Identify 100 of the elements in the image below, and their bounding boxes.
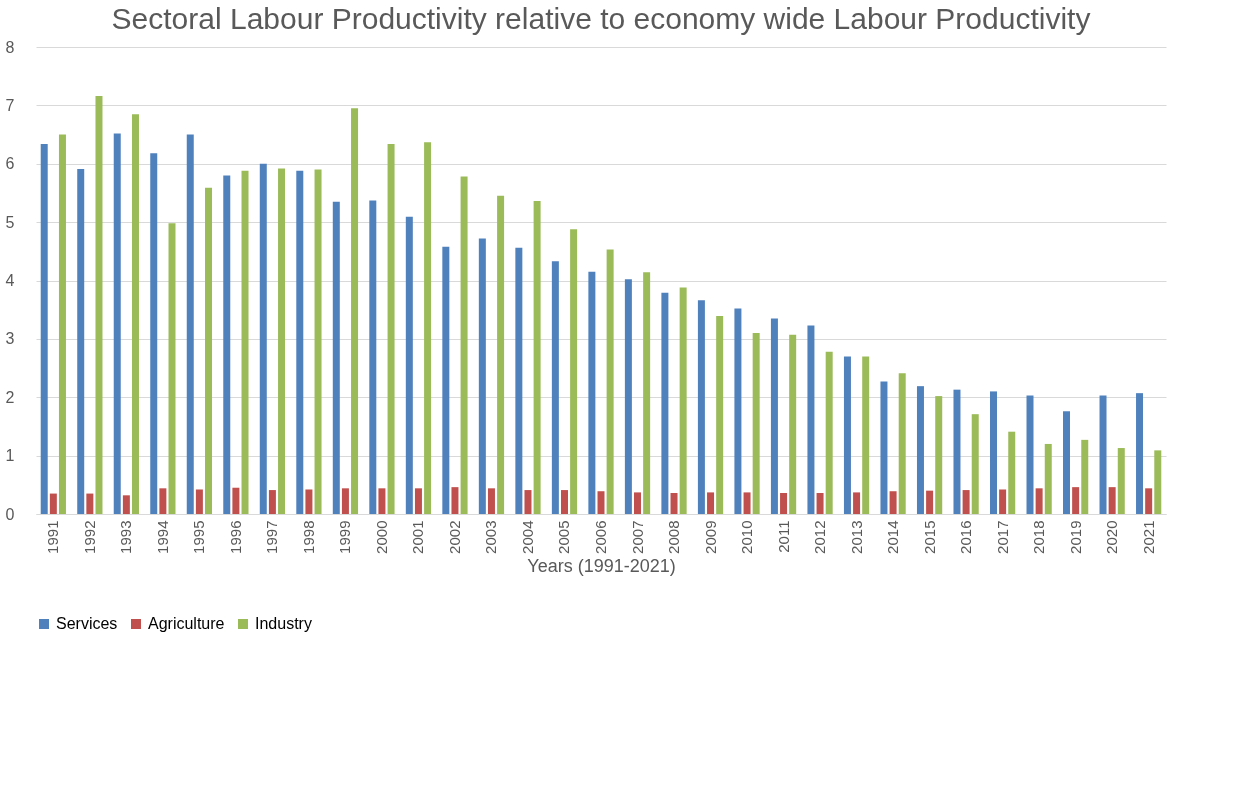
bar: [77, 169, 85, 514]
bar: [1008, 431, 1016, 514]
x-tick-label: 2000: [372, 520, 390, 554]
bar: [843, 356, 851, 514]
bar: [168, 223, 176, 514]
bar: [241, 170, 249, 514]
bar: [533, 201, 541, 514]
x-tick-label: 1996: [226, 520, 244, 554]
bar: [460, 176, 468, 514]
bar: [880, 381, 888, 514]
y-tick-label: 3: [5, 330, 15, 348]
bar: [716, 316, 724, 514]
bar: [606, 249, 614, 514]
x-tick-label: 2021: [1139, 520, 1157, 554]
x-tick-label: 2005: [555, 520, 573, 554]
x-tick-label: 1998: [299, 520, 317, 554]
bar: [58, 134, 66, 514]
bar: [734, 308, 742, 514]
x-tick-label: 1993: [117, 520, 135, 554]
bar: [962, 490, 970, 514]
x-tick-label: 2007: [628, 520, 646, 554]
bar: [1108, 487, 1116, 514]
bar: [414, 488, 422, 514]
bar: [205, 187, 213, 514]
x-tick-label: 2017: [993, 520, 1011, 554]
legend-label: Industry: [255, 615, 312, 632]
y-tick-label: 1: [5, 447, 15, 465]
x-tick-label: 2013: [847, 520, 865, 554]
bar: [624, 279, 632, 514]
x-tick-label: 2016: [957, 520, 975, 554]
y-tick-label: 2: [5, 388, 15, 406]
chart-title: Sectoral Labour Productivity relative to economy wide Labour Productivity: [111, 2, 1091, 35]
bar: [478, 238, 486, 514]
legend-label: Services: [56, 615, 118, 632]
x-tick-label: 1999: [336, 520, 354, 554]
bar: [1117, 448, 1125, 514]
bar: [588, 271, 596, 514]
bar: [524, 490, 532, 514]
bar: [113, 133, 121, 514]
bar: [268, 490, 276, 514]
bar: [560, 490, 568, 514]
bar: [49, 493, 57, 514]
x-tick-label: 1997: [263, 520, 281, 554]
y-tick-label: 5: [5, 213, 15, 231]
bar: [186, 134, 194, 514]
bar: [643, 272, 651, 514]
bar: [971, 414, 979, 514]
bar: [497, 195, 505, 514]
bar: [1026, 395, 1034, 514]
x-tick-label: 1992: [80, 520, 98, 554]
bar: [1099, 395, 1107, 514]
bar: [351, 108, 359, 514]
x-tick-label: 2009: [701, 520, 719, 554]
bar: [679, 287, 687, 514]
bar: [515, 247, 523, 514]
y-tick-label: 6: [5, 155, 15, 173]
bar: [378, 488, 386, 514]
x-tick-label: 2002: [445, 520, 463, 554]
bar: [1145, 488, 1153, 514]
bar: [670, 492, 678, 514]
bar: [697, 300, 705, 514]
bar: [661, 292, 669, 514]
bar: [387, 143, 395, 514]
bar: [442, 246, 450, 514]
bar: [743, 492, 751, 514]
bar: [570, 229, 578, 514]
bar: [807, 325, 815, 514]
bar: [989, 391, 997, 514]
x-tick-label: 2014: [884, 520, 902, 554]
bar: [259, 163, 267, 514]
y-tick-label: 7: [5, 96, 15, 114]
bar: [369, 200, 377, 514]
x-tick-label: 2019: [1066, 520, 1084, 554]
bar: [770, 318, 778, 514]
x-tick-label: 2001: [409, 520, 427, 554]
bar: [1044, 443, 1052, 514]
bar: [597, 491, 605, 514]
bar: [86, 493, 94, 514]
bar: [195, 489, 203, 514]
bar: [1081, 439, 1089, 514]
bar: [926, 490, 934, 514]
bar: [825, 351, 833, 514]
x-tick-label: 2018: [1030, 520, 1048, 554]
bar: [1154, 450, 1162, 514]
bar: [816, 492, 824, 514]
bar: [1136, 393, 1144, 514]
bar: [935, 396, 943, 514]
bar: [862, 356, 870, 514]
bar: [707, 492, 715, 514]
bar: [223, 175, 231, 514]
x-tick-label: 2008: [665, 520, 683, 554]
bar: [341, 488, 349, 514]
bar: [451, 487, 459, 514]
bar: [1072, 487, 1080, 514]
bar: [487, 488, 495, 514]
bar: [953, 389, 961, 514]
bar: [150, 153, 158, 514]
x-tick-label: 1991: [44, 520, 62, 554]
bar: [551, 261, 559, 514]
bar: [131, 114, 139, 514]
